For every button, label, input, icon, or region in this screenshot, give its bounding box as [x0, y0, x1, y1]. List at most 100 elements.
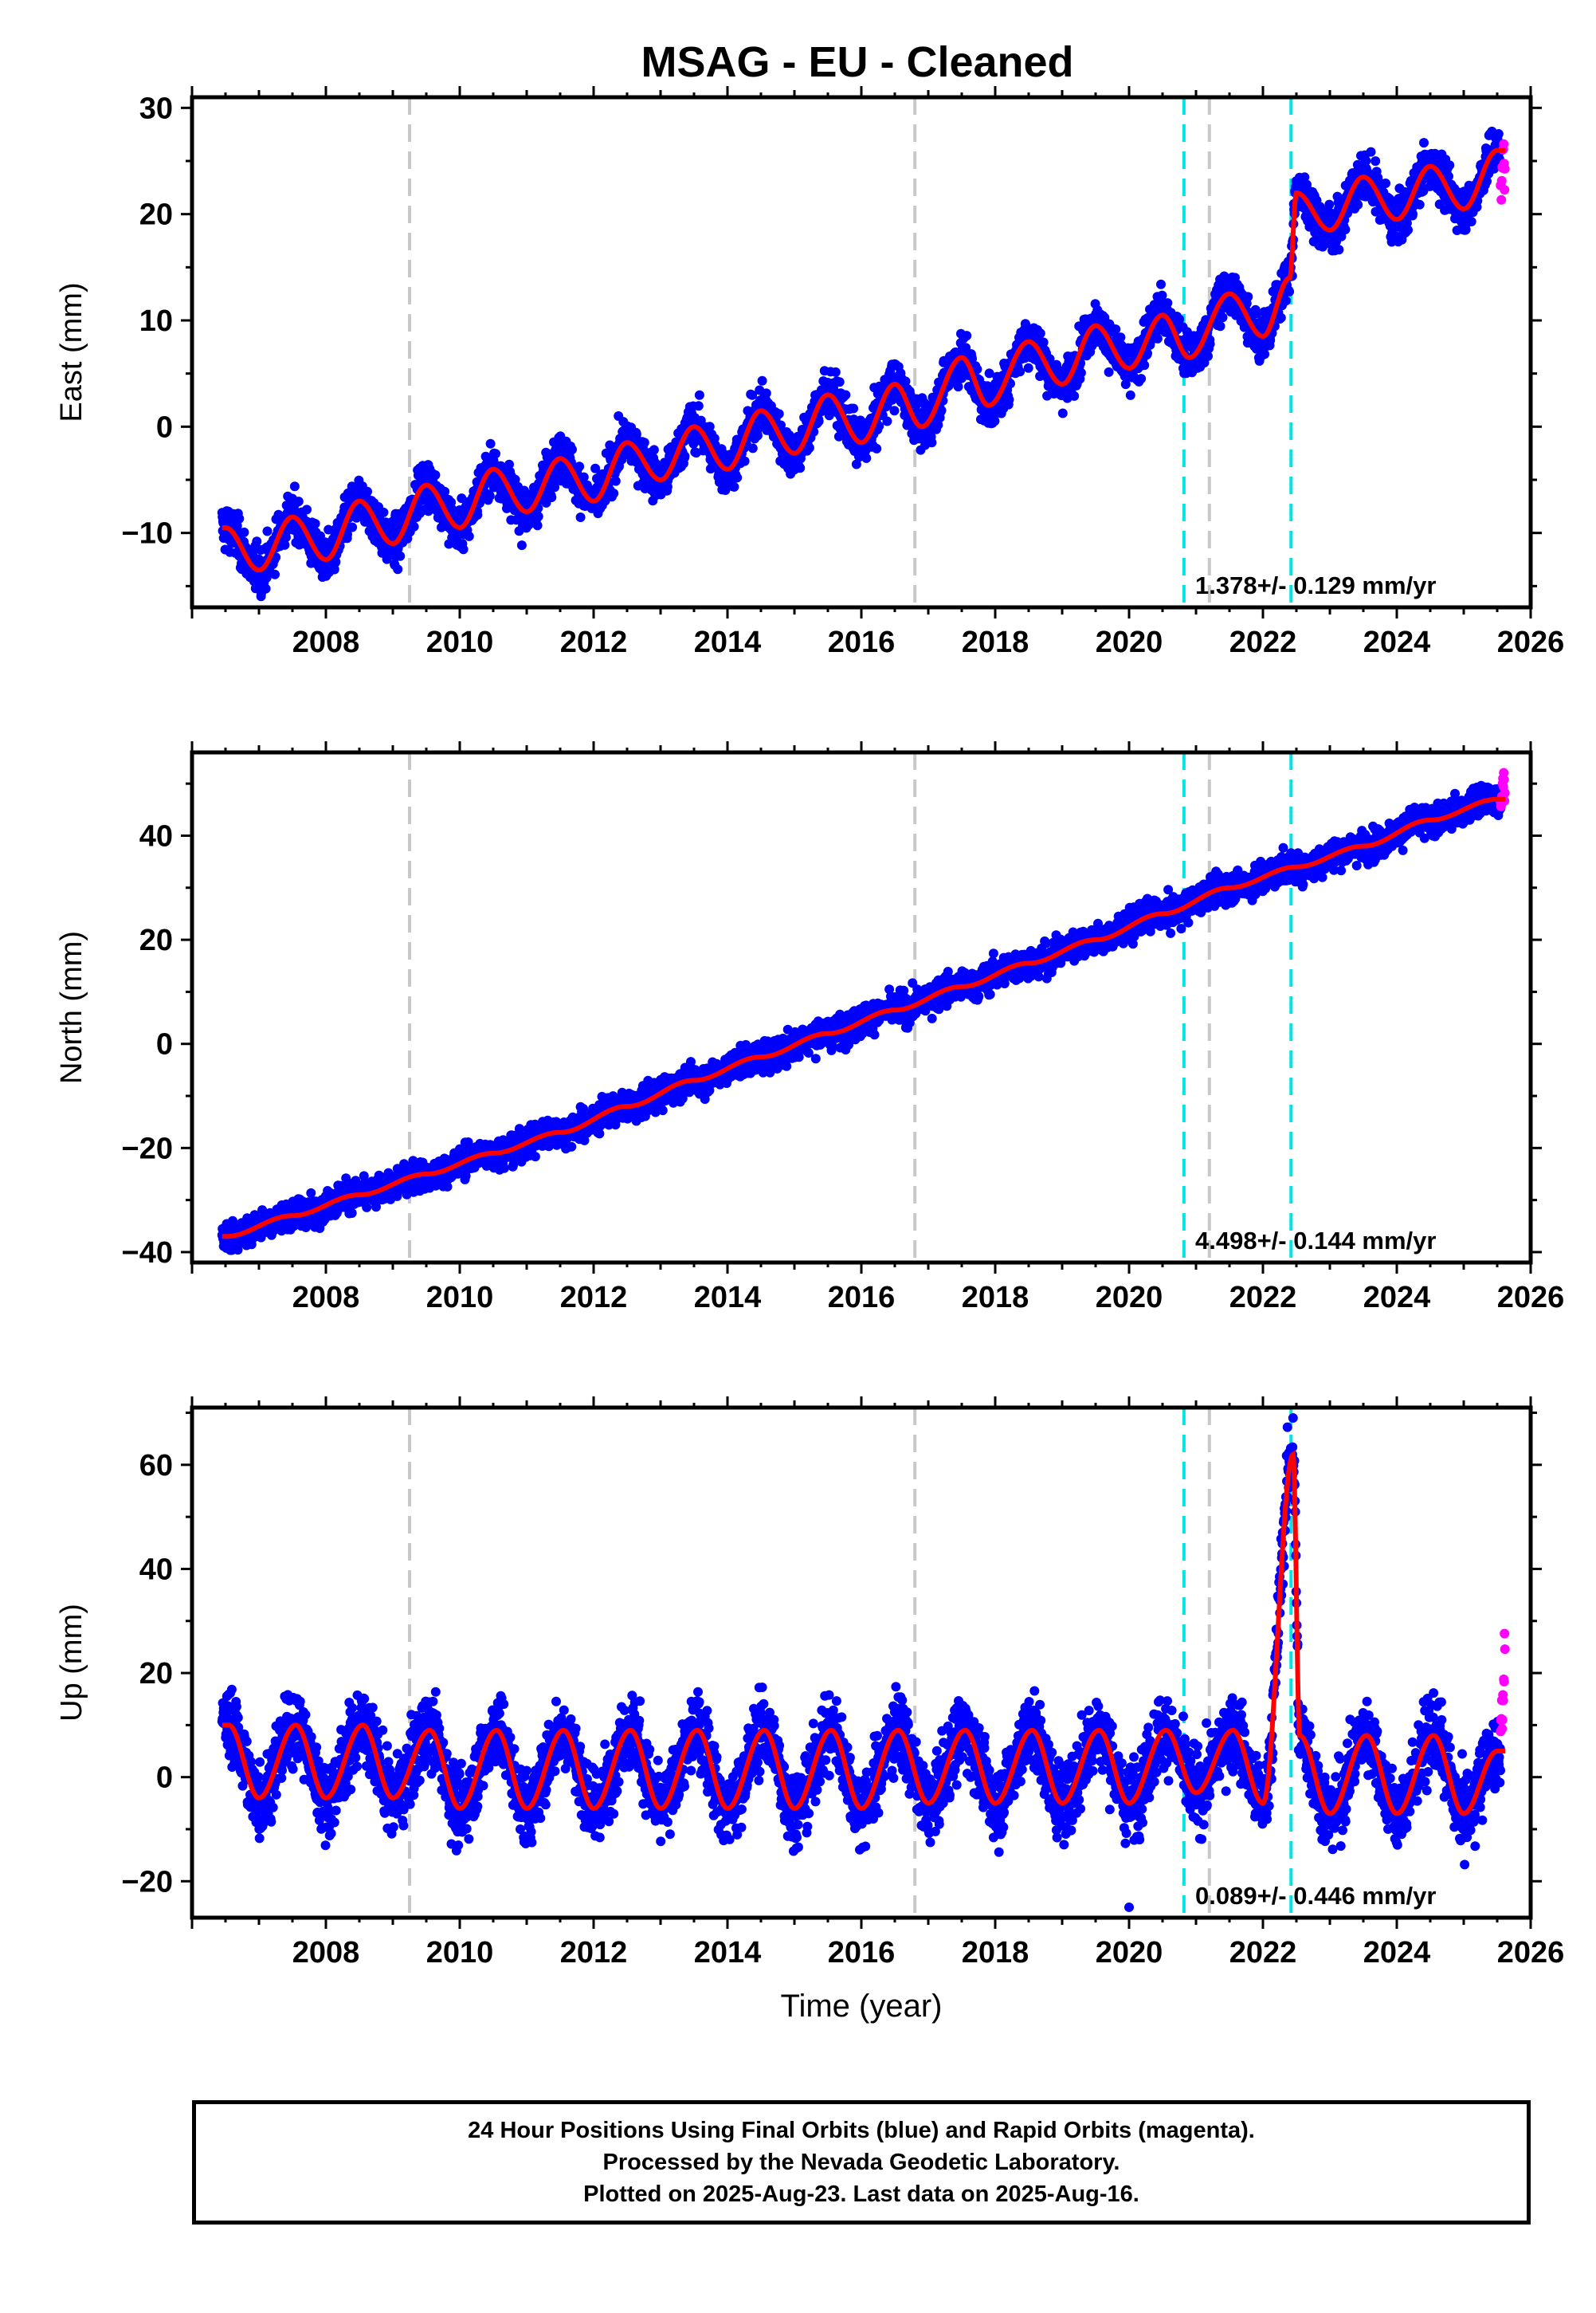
data-point — [1152, 333, 1163, 344]
data-point — [610, 476, 621, 486]
data-point — [252, 536, 262, 547]
data-point — [473, 510, 483, 520]
data-point — [347, 522, 358, 532]
data-point — [1260, 349, 1270, 359]
panel-east: 2008 2010 2012 2014 2016 2018 2020 2022 2024 2026… — [55, 86, 1564, 659]
data-point — [1276, 312, 1286, 323]
data-point — [440, 486, 450, 497]
data-point — [1381, 179, 1390, 188]
data-point — [1218, 312, 1228, 323]
data-point — [575, 512, 586, 522]
data-point — [849, 403, 859, 414]
data-point — [739, 456, 750, 466]
x-tick-label: 2010 — [426, 626, 494, 659]
data-point — [363, 486, 372, 497]
rapid-point — [1500, 163, 1510, 174]
data-point — [882, 416, 892, 426]
data-point — [574, 461, 585, 472]
y-tick-label: 20 — [139, 198, 173, 232]
x-tick-label: 2026 — [1497, 626, 1565, 659]
data-point — [1419, 138, 1429, 148]
data-point — [962, 331, 972, 341]
data-point — [524, 520, 534, 530]
data-point — [567, 445, 577, 454]
data-point — [306, 1188, 316, 1198]
rapid-point — [1500, 185, 1510, 195]
chart-title: MSAG - EU - Cleaned — [641, 38, 1073, 86]
data-point — [1493, 129, 1504, 139]
data-point — [1284, 286, 1295, 296]
data-point — [280, 540, 290, 550]
data-point — [262, 526, 273, 536]
data-point — [458, 544, 469, 555]
data-point — [1205, 339, 1215, 349]
data-point — [1104, 367, 1114, 377]
data-point — [302, 505, 312, 515]
y-tick-label: 0 — [156, 410, 173, 444]
data-point — [1371, 156, 1381, 167]
data-point — [1038, 337, 1049, 348]
data-point — [533, 512, 543, 521]
data-point — [362, 1202, 372, 1212]
x-tick-label: 2016 — [828, 626, 896, 659]
data-point — [343, 529, 352, 540]
data-point — [310, 519, 320, 528]
data-point — [1445, 160, 1455, 171]
data-point — [729, 481, 739, 492]
data-point — [550, 482, 560, 493]
data-point — [639, 438, 649, 448]
data-point — [1403, 225, 1413, 235]
data-point — [1334, 245, 1344, 255]
data-point — [649, 445, 659, 455]
panel-north: 2008 2010 2012 2014 2016 2018 2020 2022 2024 2026… — [55, 741, 1564, 1314]
data-point — [1139, 360, 1150, 371]
data-point — [234, 513, 245, 524]
data-point — [1353, 199, 1363, 210]
data-point — [547, 493, 557, 502]
data-point — [1035, 328, 1045, 339]
data-point — [757, 375, 767, 386]
data-point — [1069, 391, 1080, 401]
data-point — [1215, 321, 1225, 332]
data-point — [395, 551, 406, 561]
data-point — [347, 1208, 357, 1218]
data-point — [795, 463, 806, 473]
x-tick-label: 2022 — [1229, 626, 1297, 659]
data-point — [694, 390, 704, 400]
data-point — [393, 564, 403, 575]
data-point — [1156, 279, 1166, 289]
data-point — [761, 388, 771, 399]
y-tick-label: 30 — [139, 92, 173, 125]
data-point — [239, 527, 249, 537]
data-point — [680, 451, 690, 461]
data-point — [774, 409, 784, 419]
y-tick-label: 10 — [139, 304, 173, 338]
data-point — [1057, 408, 1068, 418]
data-point — [1015, 367, 1025, 377]
east-y-axis-label: East (mm) — [55, 282, 88, 422]
data-point — [464, 531, 474, 541]
data-point — [324, 524, 334, 535]
rapid-point — [1499, 139, 1509, 149]
data-point — [1366, 147, 1376, 157]
data-point — [504, 459, 514, 469]
data-point — [834, 377, 845, 387]
data-point — [430, 470, 441, 480]
data-point — [289, 481, 300, 492]
data-point — [872, 443, 882, 454]
data-point — [1243, 292, 1253, 302]
x-tick-label: 2018 — [962, 626, 1029, 659]
data-point — [510, 474, 520, 485]
data-point — [732, 473, 743, 483]
data-point — [270, 569, 280, 579]
model-curve — [222, 147, 1506, 573]
data-point — [1340, 225, 1351, 234]
data-point — [1125, 390, 1135, 400]
data-point — [861, 453, 872, 463]
data-point — [1076, 367, 1086, 378]
data-point — [485, 438, 496, 449]
rapid-point — [1496, 175, 1507, 186]
data-point — [1466, 217, 1476, 226]
data-point — [889, 406, 900, 416]
data-point — [747, 443, 758, 454]
